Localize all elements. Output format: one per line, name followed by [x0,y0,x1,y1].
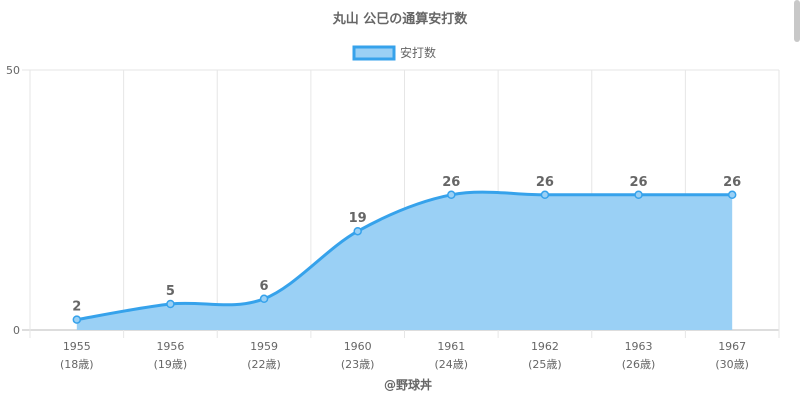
x-tick-sublabel: (30歳) [715,358,749,371]
data-point [540,190,550,200]
chart-title: 丸山 公巳の通算安打数 [332,11,469,27]
data-label: 5 [166,284,175,299]
series-line [76,190,733,322]
x-tick-sublabel: (25歳) [528,358,562,371]
data-point [447,190,456,200]
x-tick-sublabel: (26歳) [622,358,656,371]
data-label: 26 [723,175,741,190]
data-point [166,299,175,309]
x-tick-sublabel: (24歳) [435,358,469,371]
series-area [76,192,733,330]
data-label: 26 [630,175,648,190]
area-layer [76,190,733,330]
x-tick-label: 1967 [718,340,746,353]
x-tick-sublabel: (19歳) [154,358,188,371]
x-tick-label: 1956 [156,340,184,353]
x-tick-label: 1961 [437,340,465,353]
data-label: 6 [260,279,269,294]
axes: 0501955(18歳)1956(19歳)1959(22歳)1960(23歳)1… [6,64,749,371]
data-label: 26 [536,175,554,190]
legend[interactable]: 安打数 [352,45,436,61]
x-tick-label: 1959 [250,340,278,353]
points-layer [72,190,737,324]
data-label: 26 [442,175,460,190]
data-point [727,190,737,200]
x-tick-label: 1962 [531,340,559,353]
y-tick-label: 0 [13,324,20,337]
source-label: @野球丼 [384,377,432,392]
legend-swatch [352,45,396,61]
x-tick-label: 1955 [63,340,91,353]
scrollbar-thumb[interactable] [794,0,800,42]
x-tick-label: 1960 [344,340,372,353]
y-tick-label: 50 [6,64,20,77]
data-point [259,294,269,304]
data-point [72,315,82,324]
data-label: 19 [349,211,367,226]
x-tick-label: 1963 [625,340,653,353]
x-tick-sublabel: (23歳) [341,358,375,371]
data-labels: 2 5 6 19 26 26 26 26 [72,175,741,315]
data-point [353,226,362,236]
data-label: 2 [72,300,81,315]
x-tick-sublabel: (18歳) [60,358,94,371]
x-tick-sublabel: (22歳) [247,358,281,371]
legend-label: 安打数 [400,45,436,60]
data-point [634,190,643,200]
